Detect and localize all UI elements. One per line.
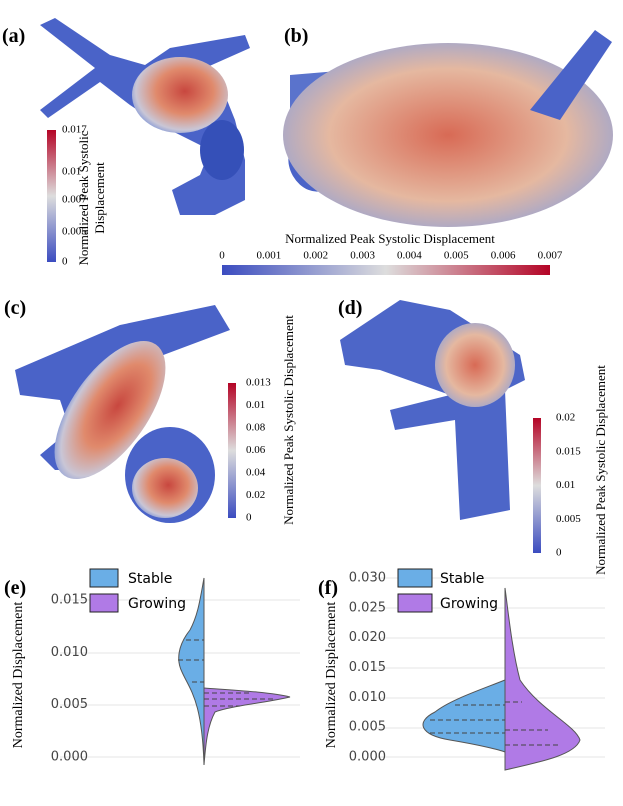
colorbar-tick-label: 0.006: [491, 250, 516, 262]
panel-label: (c): [4, 297, 26, 319]
colorbar-tick-label: 0.015: [556, 445, 581, 457]
colorbar: [228, 383, 236, 518]
colorbar-tick-label: 0.005: [444, 250, 469, 262]
colorbar-tick-label: 0.08: [246, 422, 266, 434]
panel-label: (b): [284, 25, 308, 47]
colorbar-title: Normalized Peak Systolic Displacement: [593, 365, 608, 575]
y-tick-label: 0.005: [51, 697, 88, 712]
colorbar-tick-label: 0.01: [62, 166, 81, 178]
violin-plot-f: [375, 568, 605, 771]
y-tick-label: 0.030: [349, 571, 386, 586]
colorbar-title: Normalized Peak Systolic Displacement: [285, 231, 495, 246]
y-tick-label: 0.010: [349, 690, 386, 705]
colorbar-tick-label: 0.017: [62, 124, 87, 136]
legend-label: Stable: [128, 571, 172, 587]
y-axis-label: Normalized Displacement: [324, 602, 339, 749]
panel-label: (a): [2, 25, 25, 47]
y-axis-label: Normalized Displacement: [11, 602, 26, 749]
colorbar-tick-label: 0.003: [350, 250, 375, 262]
colorbar-tick-label: 0: [556, 547, 562, 559]
violin-plot-e: [60, 568, 300, 766]
y-tick-label: 0.025: [349, 600, 386, 615]
colorbar-tick-label: 0.04: [246, 467, 266, 479]
colorbar-title: Displacement: [92, 162, 107, 234]
colorbar-tick-label: 0.002: [303, 250, 328, 262]
colorbar-tick-label: 0.01: [556, 479, 575, 491]
colorbar-tick-label: 0: [62, 256, 68, 268]
y-tick-label: 0.020: [349, 630, 386, 645]
y-tick-label: 0.000: [51, 750, 88, 765]
panel-label: (f): [318, 577, 338, 599]
y-tick-label: 0.015: [349, 660, 386, 675]
colorbar-tick-label: 0.02: [246, 489, 265, 501]
y-tick-label: 0.015: [51, 593, 88, 608]
legend-label: Growing: [440, 596, 498, 612]
colorbar-tick-label: 0: [246, 512, 252, 524]
colorbar-tick-label: 0.02: [556, 412, 575, 424]
colorbar-tick-label: 0.001: [256, 250, 281, 262]
vessel-render-c: [15, 305, 230, 523]
colorbar: [222, 265, 550, 275]
colorbar-tick-label: 0.005: [62, 226, 87, 238]
colorbar-title: Normalized Peak Systolic Displacement: [281, 315, 296, 525]
vessel-render-a: [40, 18, 250, 215]
colorbar-tick-label: 0.004: [397, 250, 422, 262]
y-tick-label: 0.000: [349, 750, 386, 765]
vessel-render-d: [340, 300, 525, 520]
colorbar-title: Normalized Peak Systolic: [76, 130, 91, 265]
colorbar: [533, 418, 541, 553]
colorbar: [47, 130, 56, 262]
panel-label: (e): [4, 577, 26, 599]
colorbar-tick-label: 0.005: [556, 513, 581, 525]
colorbar-tick-label: 0.01: [246, 399, 265, 411]
colorbar-tick-label: 0.007: [538, 250, 563, 262]
y-tick-label: 0.010: [51, 645, 88, 660]
legend-label: Growing: [128, 596, 186, 612]
colorbar-tick-label: 0.013: [246, 377, 271, 389]
panel-label: (d): [338, 297, 362, 319]
vessel-render-b: [283, 30, 613, 227]
colorbar-tick-label: 0.007: [62, 194, 87, 206]
y-tick-label: 0.005: [349, 720, 386, 735]
legend-label: Stable: [440, 571, 484, 587]
colorbar-tick-label: 0: [219, 250, 225, 262]
colorbar-tick-label: 0.06: [246, 444, 266, 456]
